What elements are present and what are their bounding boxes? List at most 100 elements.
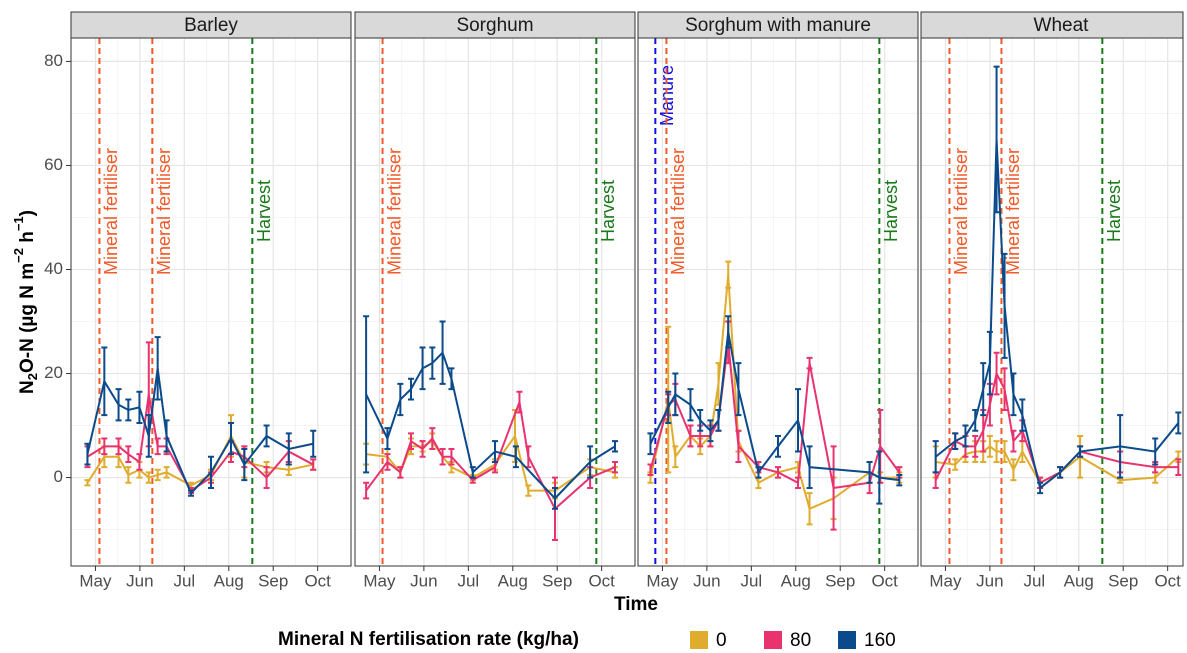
error-bar xyxy=(384,453,391,471)
x-tick-label: Jul xyxy=(740,571,762,590)
x-tick-label: Sep xyxy=(1108,571,1138,590)
series-line xyxy=(935,445,1179,485)
strip xyxy=(70,11,352,39)
error-bar xyxy=(1010,458,1017,482)
panel-background xyxy=(638,38,918,566)
error-bar xyxy=(188,489,194,497)
strip-label: Sorghum xyxy=(456,15,533,36)
error-bar xyxy=(310,458,317,471)
error-bar xyxy=(84,442,91,466)
error-bar xyxy=(806,445,813,489)
error-bar xyxy=(419,440,426,458)
annotation-label: Harvest xyxy=(881,180,901,242)
error-bar xyxy=(962,424,969,448)
error-bar xyxy=(876,450,883,505)
annotation-label: Mineral fertiliser xyxy=(668,148,688,275)
x-tick-label: May xyxy=(929,571,962,590)
error-bar xyxy=(263,466,270,489)
annotation-label: Mineral fertiliser xyxy=(384,148,404,275)
x-tick-label: Jul xyxy=(1023,571,1045,590)
series-line xyxy=(365,350,616,500)
legend-label: 0 xyxy=(716,630,727,651)
x-tick-label: Jun xyxy=(693,571,720,590)
error-bar xyxy=(136,453,143,471)
annotation-label: Mineral fertiliser xyxy=(154,148,174,275)
y-label-part: −2 xyxy=(11,248,26,263)
x-tick-label: Jun xyxy=(410,571,437,590)
error-bar xyxy=(647,432,654,456)
y-tick-label: 20 xyxy=(44,363,63,382)
y-tick-label: 60 xyxy=(44,155,63,174)
x-tick-label: Oct xyxy=(871,571,898,590)
error-bar xyxy=(697,408,704,432)
error-bar xyxy=(285,432,292,466)
y-axis-label: N2O-N (µg N m−2 h−1) xyxy=(11,210,40,394)
x-tick-label: Aug xyxy=(1064,571,1094,590)
error-bar xyxy=(115,437,122,456)
error-bar xyxy=(408,377,414,401)
error-bar xyxy=(263,424,270,448)
annotation-label: Mineral fertiliser xyxy=(951,148,971,275)
strip-label: Sorghum with manure xyxy=(685,15,871,36)
error-bar xyxy=(932,440,939,474)
error-bar xyxy=(439,447,446,466)
error-bar xyxy=(310,429,317,458)
x-tick-label: Aug xyxy=(498,571,528,590)
error-bar xyxy=(145,414,152,458)
error-bar xyxy=(163,466,170,479)
error-bar xyxy=(136,390,143,424)
error-bar xyxy=(363,315,370,474)
x-tick-label: Jun xyxy=(126,571,153,590)
annotation-label: Mineral fertiliser xyxy=(1003,148,1023,275)
error-bar xyxy=(516,390,523,414)
legend-swatch xyxy=(690,631,708,649)
error-bar xyxy=(755,466,762,479)
error-bar xyxy=(1001,440,1008,463)
legend-label: 80 xyxy=(790,630,811,651)
error-bar xyxy=(725,315,732,349)
strip-label: Barley xyxy=(184,15,238,36)
x-tick-label: Sep xyxy=(542,571,572,590)
error-bar xyxy=(1001,367,1008,411)
y-label-part: O-N (µg N m xyxy=(17,263,38,373)
error-bar xyxy=(397,466,404,479)
panel-background xyxy=(921,38,1183,566)
legend-title: Mineral N fertilisation rate (kg/ha) xyxy=(278,629,579,650)
error-bar xyxy=(469,466,476,479)
error-bar xyxy=(115,388,122,422)
error-bar xyxy=(866,460,873,484)
error-bar xyxy=(672,445,679,469)
x-tick-label: Sep xyxy=(258,571,288,590)
error-bar xyxy=(397,382,404,417)
error-bar xyxy=(228,421,234,456)
error-bar xyxy=(993,65,1000,214)
error-bar xyxy=(448,367,455,391)
error-bar xyxy=(795,388,801,453)
y-label-part: h xyxy=(17,231,38,248)
error-bar xyxy=(972,434,979,458)
error-bar xyxy=(986,330,993,396)
error-bar xyxy=(806,356,813,370)
error-bar xyxy=(612,460,618,474)
error-bar xyxy=(384,427,391,450)
error-bar xyxy=(986,434,993,458)
strip xyxy=(920,11,1184,39)
x-tick-label: May xyxy=(363,571,396,590)
strip-label: Wheat xyxy=(1034,15,1090,36)
strip xyxy=(637,11,919,39)
error-bar xyxy=(1077,445,1084,458)
error-bar xyxy=(208,455,214,489)
error-bar xyxy=(439,320,446,385)
error-bar xyxy=(715,408,722,432)
x-tick-label: Jul xyxy=(457,571,479,590)
error-bar xyxy=(1010,429,1017,453)
error-bar xyxy=(419,346,426,391)
error-bar xyxy=(512,445,519,469)
error-bar xyxy=(429,346,436,380)
error-bar xyxy=(125,398,132,422)
annotation-label: Harvest xyxy=(254,180,274,242)
legend-swatch xyxy=(764,631,782,649)
error-bar xyxy=(125,466,132,484)
error-bar xyxy=(408,432,414,450)
